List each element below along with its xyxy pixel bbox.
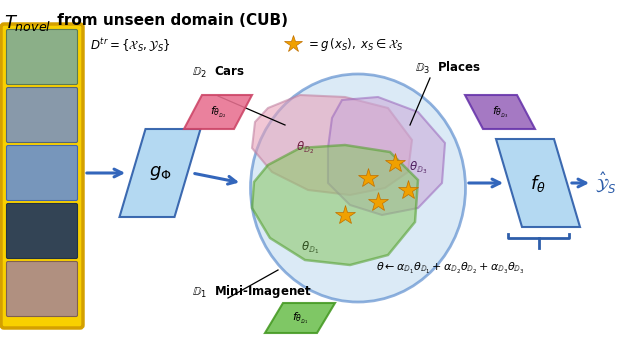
Polygon shape [184,95,252,129]
Text: $ = g\,(x_S), \; x_S \in \mathcal{X}_S$: $ = g\,(x_S), \; x_S \in \mathcal{X}_S$ [306,35,403,52]
Text: $\theta_{\mathbb{D}_3}$: $\theta_{\mathbb{D}_3}$ [409,160,427,176]
Text: $\mathbb{D}_3$  Places: $\mathbb{D}_3$ Places [415,60,481,76]
FancyBboxPatch shape [6,30,77,85]
FancyBboxPatch shape [6,146,77,201]
FancyBboxPatch shape [1,24,83,328]
Text: $g_\Phi$: $g_\Phi$ [148,164,172,182]
FancyBboxPatch shape [6,203,77,258]
Text: $D^{tr} = \{\mathcal{X}_S, \mathcal{Y}_S\}$: $D^{tr} = \{\mathcal{X}_S, \mathcal{Y}_S… [90,36,171,54]
FancyBboxPatch shape [6,87,77,142]
Text: $\theta_{\mathbb{D}_2}$: $\theta_{\mathbb{D}_2}$ [296,140,314,156]
Polygon shape [120,129,200,217]
Polygon shape [328,97,445,215]
Polygon shape [496,139,580,227]
Text: $f_\theta$: $f_\theta$ [530,172,546,193]
Text: $\mathbb{D}_2$  Cars: $\mathbb{D}_2$ Cars [192,65,245,80]
Text: from unseen domain (CUB): from unseen domain (CUB) [52,13,288,28]
Text: $f_{\theta_{\mathbb{D}_1}}$: $f_{\theta_{\mathbb{D}_1}}$ [292,310,308,326]
Polygon shape [265,303,335,333]
Polygon shape [465,95,535,129]
Text: $\hat{\mathcal{Y}}_S$: $\hat{\mathcal{Y}}_S$ [595,170,616,196]
Text: $f_{\theta_{\mathbb{D}_2}}$: $f_{\theta_{\mathbb{D}_2}}$ [210,104,227,120]
Text: $\mathit{T}_{novel}$: $\mathit{T}_{novel}$ [4,13,51,33]
Text: $f_{\theta_{\mathbb{D}_3}}$: $f_{\theta_{\mathbb{D}_3}}$ [492,104,508,120]
Ellipse shape [250,74,465,302]
Polygon shape [252,145,418,265]
Polygon shape [252,95,412,195]
Text: $\mathbb{D}_1$  Mini-Imagenet: $\mathbb{D}_1$ Mini-Imagenet [192,283,312,301]
Text: $\theta \leftarrow \alpha_{\mathbb{D}_1}\theta_{\mathbb{D}_1} + \alpha_{\mathbb{: $\theta \leftarrow \alpha_{\mathbb{D}_1}… [376,261,524,276]
Text: $\theta_{\mathbb{D}_1}$: $\theta_{\mathbb{D}_1}$ [301,240,319,256]
FancyBboxPatch shape [6,261,77,317]
